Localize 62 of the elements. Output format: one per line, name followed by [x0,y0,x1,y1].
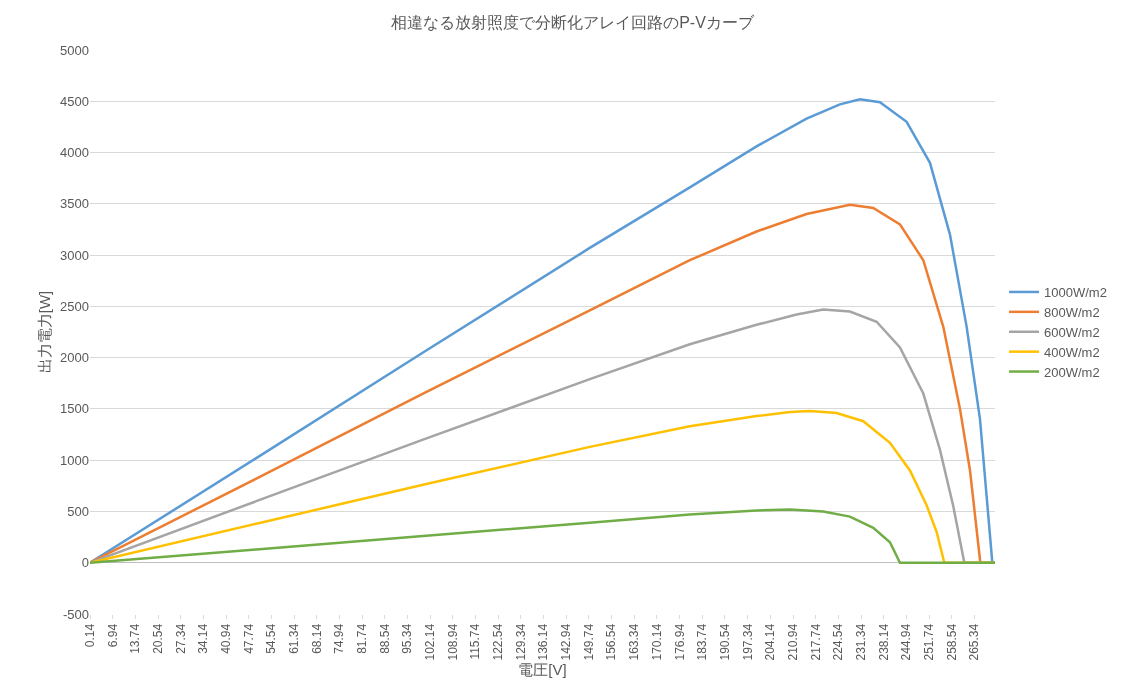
x-tick-label: 238.14 [876,623,891,661]
y-tick-label: 3000 [60,247,89,263]
x-tick-label: 68.14 [309,623,324,654]
x-tick-label: 197.34 [740,623,755,661]
x-axis-title: 電圧[V] [518,660,567,678]
legend-label: 800W/m2 [1044,304,1100,320]
legend-label: 400W/m2 [1044,344,1100,360]
x-tick-label: 6.94 [105,623,120,648]
x-tick-label: 88.54 [377,623,392,654]
y-tick-label: 4000 [60,145,89,161]
legend-label: 200W/m2 [1044,364,1100,380]
y-tick-label: 3500 [60,196,89,212]
line-series [90,508,995,564]
x-tick-label: 27.34 [173,623,188,654]
y-tick-label: 500 [67,504,89,519]
chart-title: 相違なる放射照度で分断化アレイ回路のP-Vカーブ [391,14,755,32]
x-tick-label: 156.54 [604,623,619,661]
y-tick-label: 2500 [60,298,89,314]
y-tick-label: 1000 [60,452,89,468]
y-tick-label: 1500 [60,401,89,417]
x-tick-label: 61.34 [287,623,302,654]
y-tick-label: 4500 [60,93,89,109]
x-tick-label: 231.34 [853,623,868,661]
x-tick-label: 163.34 [627,623,642,661]
x-tick-label: 47.74 [241,623,256,654]
x-tick-label: 224.54 [831,623,846,661]
x-tick-label: 0.14 [82,623,97,648]
x-tick-label: 102.14 [423,623,438,661]
x-tick-label: 95.34 [400,623,415,654]
y-tick-label: 0 [81,555,89,571]
x-tick-label: 13.74 [128,623,143,654]
x-tick-label: 74.94 [332,623,347,654]
y-axis-title: 出力電力[W] [36,290,53,374]
x-tick-label: 40.94 [218,623,233,654]
x-tick-label: 217.74 [808,623,823,661]
x-tick-label: 81.74 [355,623,370,654]
x-tick-label: 251.74 [922,623,936,661]
x-tick-label: 20.54 [150,623,165,654]
x-tick-label: 34.14 [196,623,211,654]
x-tick-label: 210.94 [785,623,800,661]
x-tick-label: 170.14 [649,623,664,661]
legend-label: 600W/m2 [1044,324,1100,340]
x-tick-label: 244.94 [899,623,914,661]
legend-label: 1000W/m2 [1044,285,1107,301]
x-tick-label: 108.94 [445,623,460,661]
x-tick-label: 190.54 [717,623,732,661]
y-tick-label: -500 [62,606,89,622]
x-tick-label: 115.74 [468,623,483,660]
x-tick-label: 136.14 [536,623,551,661]
x-tick-label: 142.94 [559,623,574,661]
x-tick-label: 149.74 [581,623,596,661]
y-tick-label: 5000 [60,42,89,58]
x-tick-label: 204.14 [763,623,778,661]
x-tick-label: 265.34 [967,623,982,661]
x-tick-label: 258.54 [944,623,959,661]
x-tick-label: 54.54 [264,623,279,654]
x-tick-label: 122.54 [491,623,506,661]
x-tick-label: 129.34 [513,623,528,661]
x-tick-label: 176.94 [672,623,687,661]
line-series [90,97,995,564]
y-tick-label: 2000 [60,350,89,366]
x-tick-label: 183.74 [695,623,710,661]
